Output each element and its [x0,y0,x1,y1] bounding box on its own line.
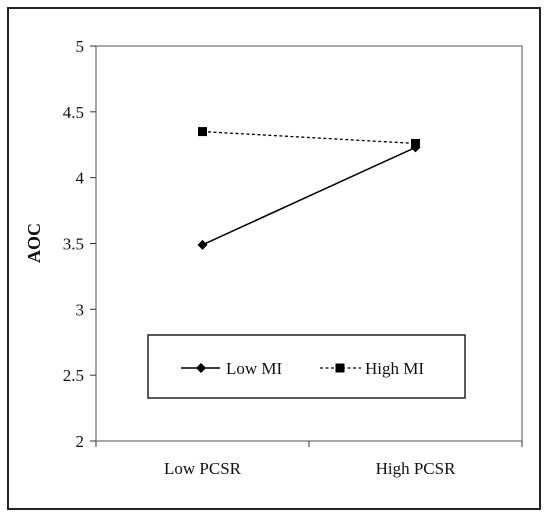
y-tick-label: 4 [76,169,85,188]
series-group [197,127,421,250]
series-line-low-mi [202,146,416,246]
data-point-high-mi [198,127,207,137]
legend-label-low-mi: Low MI [226,359,283,378]
y-tick-label: 3.5 [63,235,84,254]
y-tick-label: 4.5 [63,103,84,122]
legend-marker-high-mi [335,363,345,373]
series-line-high-mi [202,130,416,145]
y-axis: 2 2.5 3 3.5 4 4.5 5 [63,37,96,451]
data-point-high-mi [411,138,420,148]
legend-marker-low-mi [196,363,206,373]
y-tick-label: 2.5 [63,366,84,385]
y-axis-title: AOC [24,223,44,263]
y-tick-label: 2 [76,432,85,451]
legend-label-high-mi: High MI [365,359,424,378]
legend: Low MI High MI [147,334,466,399]
legend-square-marker [335,363,345,373]
y-tick-label: 5 [76,37,85,56]
x-tick-label: Low PCSR [164,459,242,478]
y-tick-label: 3 [76,300,85,319]
legend-diamond-marker [196,363,206,373]
data-point-low-mi [197,239,208,250]
x-tick-label: High PCSR [376,459,456,478]
x-axis: Low PCSR High PCSR [95,441,523,478]
